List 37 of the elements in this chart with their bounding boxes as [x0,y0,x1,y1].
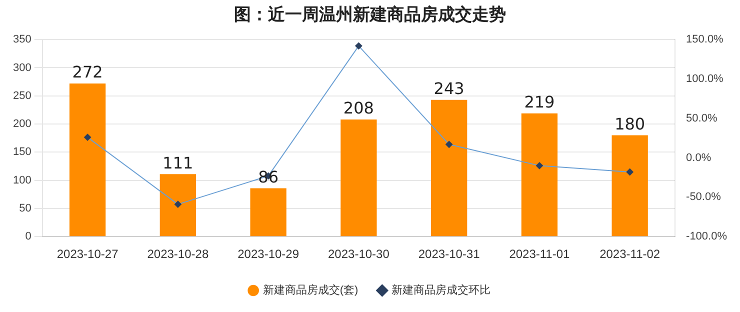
data-label: 272 [72,62,103,82]
y-tick-label: 200 [12,118,32,130]
y-tick-label: 50 [19,202,32,214]
bar [69,84,106,236]
y2-tick-label: 0.0% [686,152,712,164]
y-tick-label: 350 [12,34,32,46]
y-tick-label: 250 [12,90,32,102]
x-tick-label: 2023-10-28 [147,247,209,262]
data-label: 208 [343,98,374,118]
x-tick-label: 2023-10-27 [56,247,119,262]
y2-tick-label: -100.0% [686,230,728,243]
x-tick-label: 2023-11-01 [509,247,570,262]
bar [430,100,468,236]
y-tick-label: 300 [12,62,32,74]
legend-label: 新建商品房成交环比 [392,284,491,297]
data-label: 180 [614,114,646,134]
y2-tick-label: 100.0% [686,73,724,86]
y-tick-label: 150 [12,146,32,158]
y2-tick-label: 50.0% [686,112,718,124]
bar [340,120,377,236]
data-label: 219 [524,92,555,112]
x-tick-label: 2023-10-31 [418,247,480,262]
x-tick-label: 2023-10-29 [238,247,300,262]
bar [521,113,558,236]
data-label: 243 [434,78,464,98]
data-label: 111 [162,153,194,172]
x-tick-label: 2023-10-30 [328,247,390,262]
y-tick-label: 0 [25,230,32,243]
y2-tick-label: -50.0% [686,191,722,204]
x-tick-label: 2023-11-02 [600,247,660,262]
legend-label: 新建商品房成交(套) [262,284,358,297]
bar [250,188,286,236]
y-tick-label: 100 [12,174,32,186]
bar [160,174,196,236]
bar [612,135,648,236]
chart-title: 图：近一周温州新建商品房成交走势 [233,4,507,27]
y2-tick-label: 150.0% [686,34,724,46]
